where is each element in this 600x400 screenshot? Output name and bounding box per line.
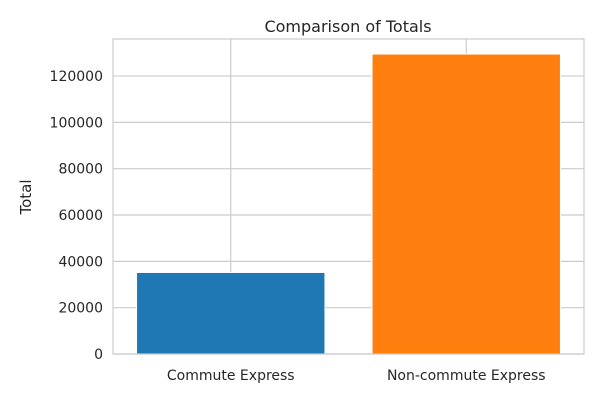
plot-frame — [112, 38, 585, 355]
y-tick-label: 120000 — [50, 69, 103, 85]
bar-1 — [371, 53, 561, 355]
chart-title: Comparison of Totals — [264, 17, 431, 36]
x-axis-ticks: Commute Express Non-commute Express — [167, 368, 546, 384]
y-tick-label: 60000 — [58, 208, 103, 224]
x-tick-label: Non-commute Express — [387, 368, 546, 384]
y-tick-label: 100000 — [50, 115, 103, 131]
bars — [136, 53, 561, 355]
y-tick-label: 40000 — [58, 254, 103, 270]
y-tick-label: 80000 — [58, 162, 103, 178]
y-tick-label: 20000 — [58, 301, 103, 317]
x-tick-label: Commute Express — [167, 368, 295, 384]
y-axis-ticks: 0 20000 40000 60000 80000 100000 120000 — [50, 69, 103, 363]
y-axis-title: Total — [17, 179, 35, 215]
bar-0 — [136, 271, 326, 355]
y-tick-label: 0 — [94, 347, 103, 363]
